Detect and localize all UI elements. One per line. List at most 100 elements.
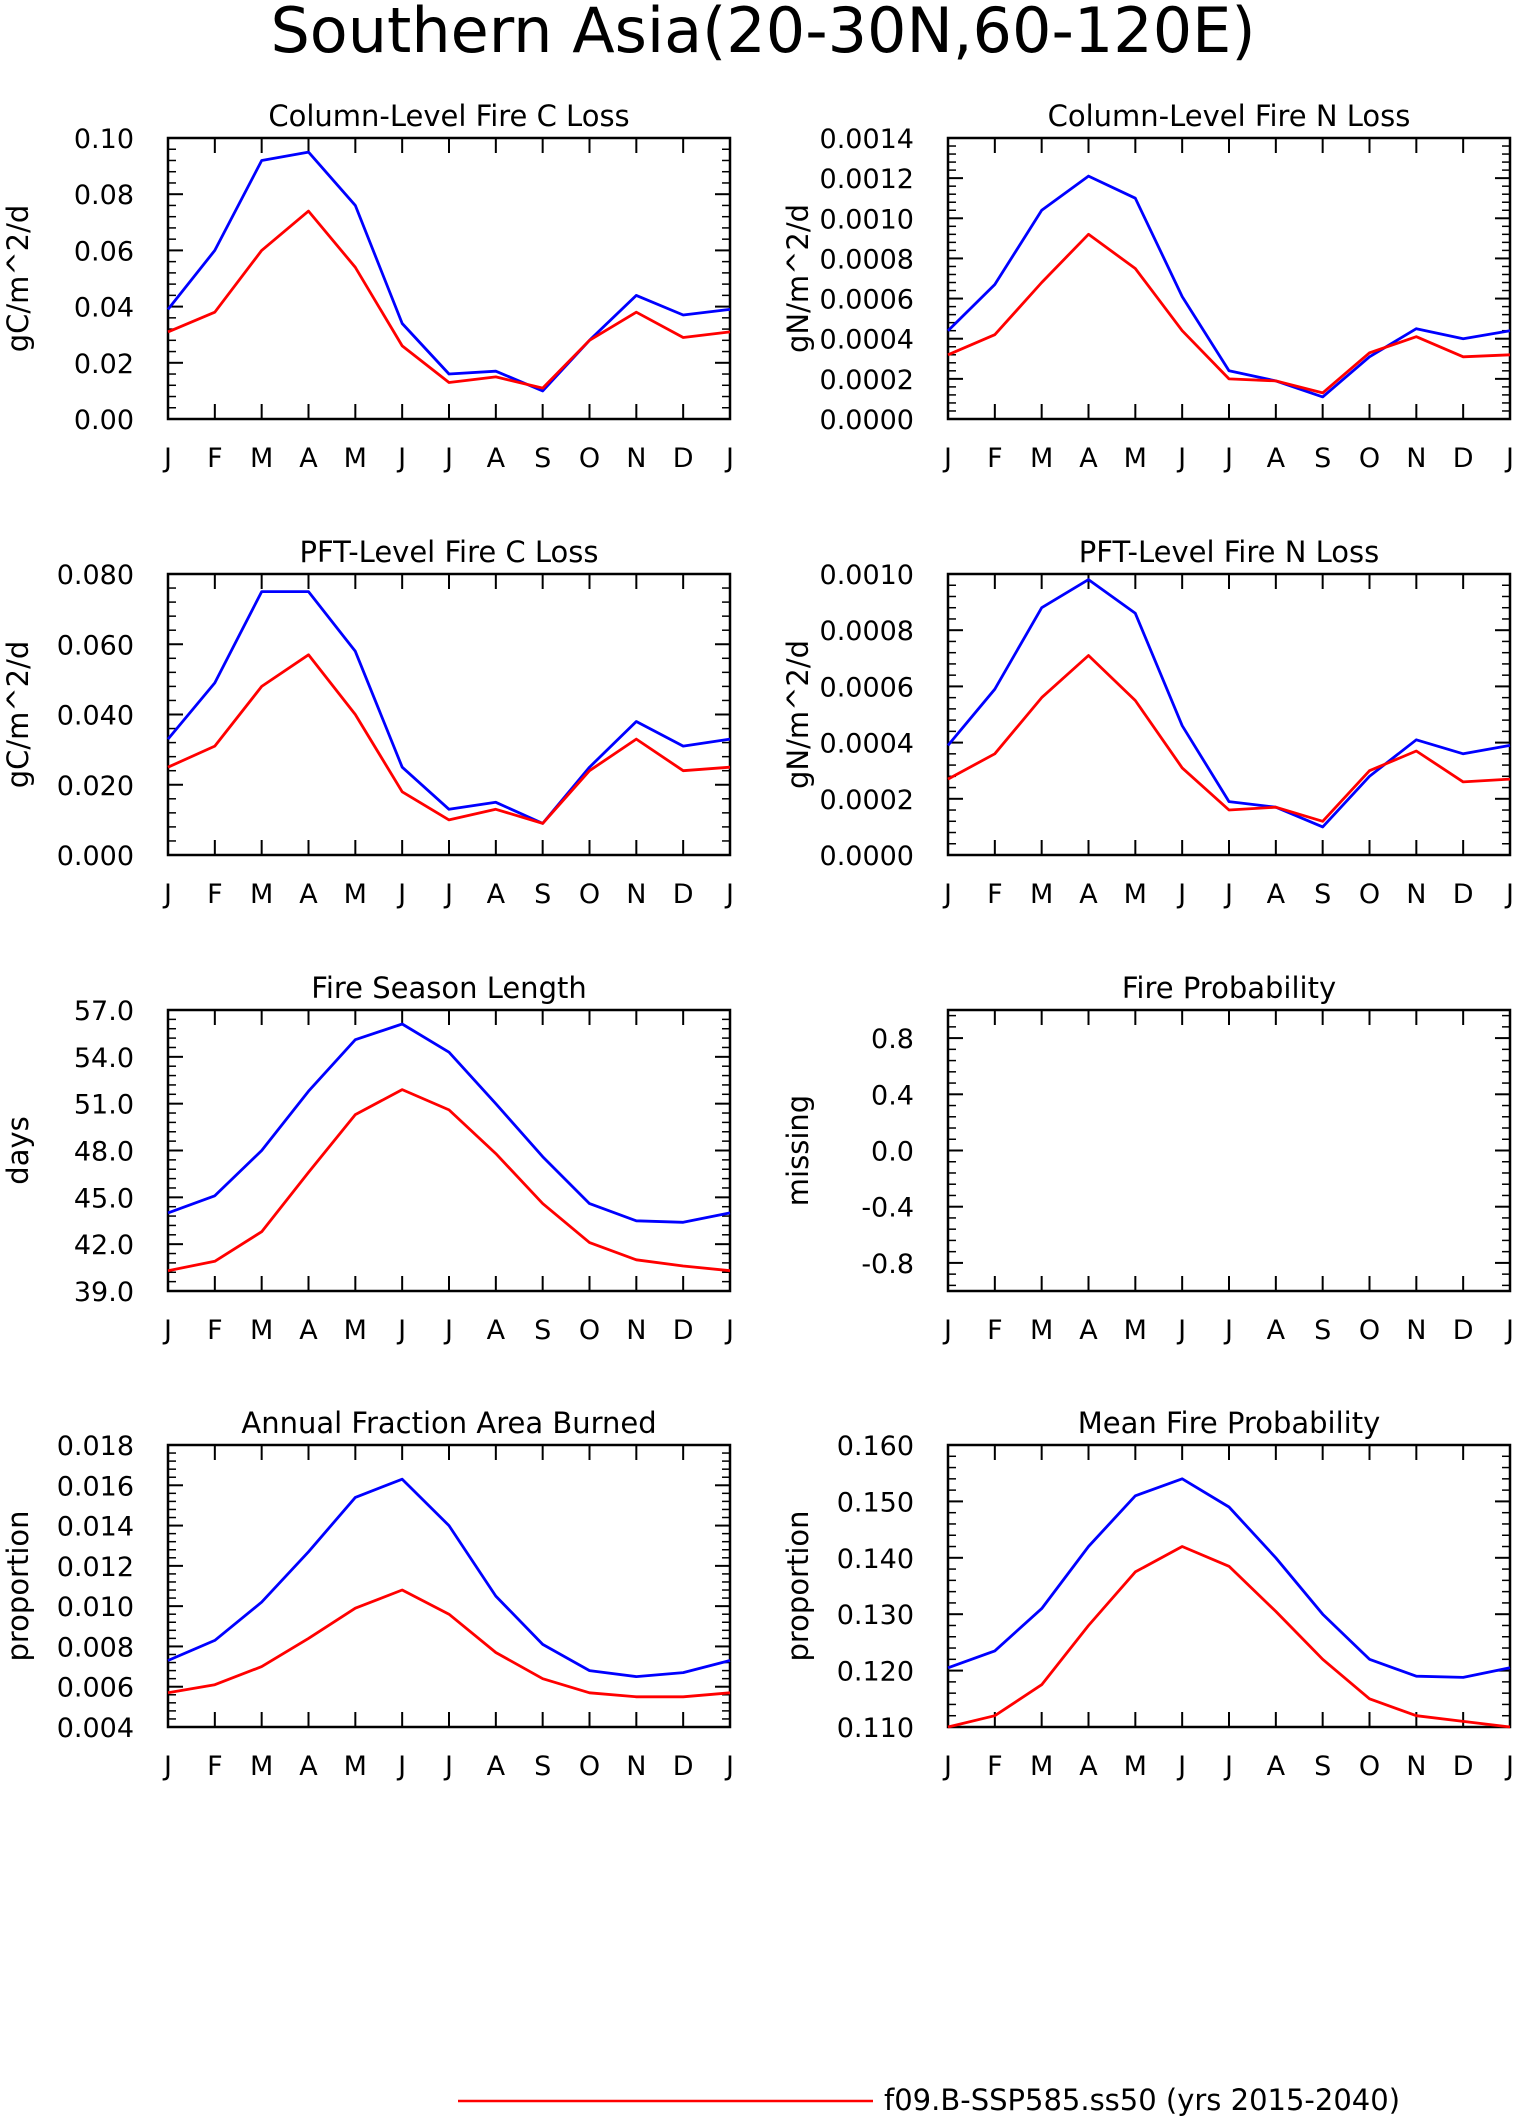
x-tick-label: J	[942, 1751, 952, 1782]
x-tick-label: O	[1359, 1315, 1380, 1346]
x-tick-label: N	[626, 443, 646, 474]
y-axis-label: gC/m^2/d	[1, 641, 35, 789]
y-tick-label: 39.0	[74, 1277, 134, 1308]
x-tick-label: S	[534, 1315, 551, 1346]
x-tick-label: J	[942, 1315, 952, 1346]
y-tick-label: 0.120	[837, 1657, 914, 1688]
x-tick-label: D	[673, 1751, 694, 1782]
figure-title: Southern Asia(20-30N,60-120E)	[270, 0, 1255, 67]
y-tick-label: 0.000	[57, 841, 134, 872]
y-axis-label: gN/m^2/d	[781, 204, 815, 353]
x-tick-label: J	[443, 1315, 453, 1346]
y-tick-label: 51.0	[74, 1090, 134, 1121]
x-tick-label: A	[1267, 1315, 1286, 1346]
x-tick-label: J	[443, 443, 453, 474]
chart-panel-2: Column-Level Fire N Loss gN/m^2/d 0.0000 0.…	[781, 99, 1514, 474]
x-tick-label: A	[1079, 1751, 1098, 1782]
x-tick-label: F	[987, 1315, 1003, 1346]
x-tick-label: F	[987, 1751, 1003, 1782]
y-tick-label: 0.0000	[820, 841, 914, 872]
series-line-red	[947, 1545, 1511, 1729]
series-line-blue	[946, 578, 1511, 829]
x-tick-label: F	[987, 443, 1003, 474]
x-tick-label: N	[1406, 1751, 1426, 1782]
x-tick-label: M	[1030, 443, 1053, 474]
x-tick-label: J	[162, 879, 172, 910]
x-tick-label: J	[1504, 879, 1514, 910]
x-tick-label: A	[487, 1315, 506, 1346]
plot-frame	[946, 1008, 1512, 1293]
x-tick-label: N	[626, 1751, 646, 1782]
y-axis-label: gN/m^2/d	[781, 640, 815, 789]
x-tick-label: A	[487, 443, 506, 474]
legend-label: f09.B-SSP585.ss50 (yrs 2015-2040)	[884, 2083, 1400, 2117]
y-tick-label: 0.0006	[820, 285, 914, 316]
series-line-red	[167, 653, 731, 825]
chart-panel-5: Fire Season Length days 39.0 42.0 45.0 48.0 51…	[1, 971, 734, 1346]
x-tick-label: N	[1406, 879, 1426, 910]
y-tick-label: 0.006	[57, 1673, 134, 1704]
y-axis-label: days	[1, 1116, 35, 1184]
y-tick-label: 0.0008	[820, 616, 914, 647]
x-tick-label: J	[1176, 1315, 1186, 1346]
x-tick-label: M	[344, 879, 367, 910]
x-tick-label: A	[299, 443, 318, 474]
x-tick-label: J	[1504, 1751, 1514, 1782]
x-tick-label: J	[1223, 1751, 1233, 1782]
y-tick-label: 0.130	[837, 1600, 914, 1631]
y-tick-label: 0.020	[57, 771, 134, 802]
x-tick-label: A	[1079, 443, 1098, 474]
x-tick-label: A	[1267, 443, 1286, 474]
x-tick-label: D	[1453, 1315, 1474, 1346]
panels: Column-Level Fire C Loss gC/m^2/d 0.00 0.02…	[1, 99, 1514, 1782]
y-tick-label: 0.10	[74, 124, 134, 155]
series-line-red	[167, 209, 731, 390]
y-tick-label: 0.06	[74, 236, 134, 267]
x-tick-label: J	[1504, 443, 1514, 474]
x-tick-label: S	[1314, 1315, 1331, 1346]
y-axis-label: missing	[781, 1095, 815, 1206]
x-tick-label: F	[207, 443, 223, 474]
y-tick-label: 0.040	[57, 701, 134, 732]
y-tick-label: 0.0004	[820, 729, 914, 760]
x-tick-label: M	[1124, 443, 1147, 474]
panel-title: Mean Fire Probability	[1078, 1406, 1381, 1440]
x-tick-label: J	[396, 879, 406, 910]
y-axis-label: proportion	[1, 1510, 35, 1661]
x-tick-label: J	[396, 1315, 406, 1346]
chart-panel-7: Annual Fraction Area Burned proportion 0.0…	[1, 1406, 734, 1782]
x-tick-label: M	[1124, 879, 1147, 910]
chart-panel-1: Column-Level Fire C Loss gC/m^2/d 0.00 0.02…	[1, 99, 734, 474]
legend: f09.B-SSP585.ss50 (yrs 2015-2040)	[458, 2083, 1400, 2117]
panel-title: PFT-Level Fire N Loss	[1079, 535, 1379, 569]
plot-frame	[946, 1443, 1512, 1729]
y-axis-label: proportion	[781, 1510, 815, 1661]
panel-title: Column-Level Fire N Loss	[1048, 99, 1411, 133]
x-tick-label: D	[673, 1315, 694, 1346]
y-tick-label: 0.160	[837, 1431, 914, 1462]
x-tick-label: D	[1453, 879, 1474, 910]
y-tick-label: 0.4	[871, 1080, 914, 1111]
y-tick-label: 45.0	[74, 1183, 134, 1214]
y-tick-label: -0.4	[861, 1193, 914, 1224]
x-tick-label: F	[207, 879, 223, 910]
series-line-blue	[947, 1477, 1511, 1679]
x-tick-label: D	[673, 879, 694, 910]
x-tick-label: A	[299, 879, 318, 910]
x-tick-label: A	[1079, 879, 1098, 910]
x-tick-label: J	[1223, 879, 1233, 910]
plot-frame	[166, 572, 732, 857]
x-tick-label: M	[250, 1751, 273, 1782]
x-tick-label: D	[1453, 1751, 1474, 1782]
y-tick-label: 0.012	[57, 1552, 134, 1583]
x-tick-label: A	[299, 1751, 318, 1782]
x-tick-label: N	[626, 1315, 646, 1346]
x-tick-label: J	[162, 1315, 172, 1346]
x-tick-label: F	[987, 879, 1003, 910]
x-tick-label: S	[534, 443, 551, 474]
y-tick-label: 48.0	[74, 1137, 134, 1168]
x-tick-label: D	[673, 443, 694, 474]
x-tick-label: J	[724, 443, 734, 474]
x-tick-label: M	[250, 879, 273, 910]
